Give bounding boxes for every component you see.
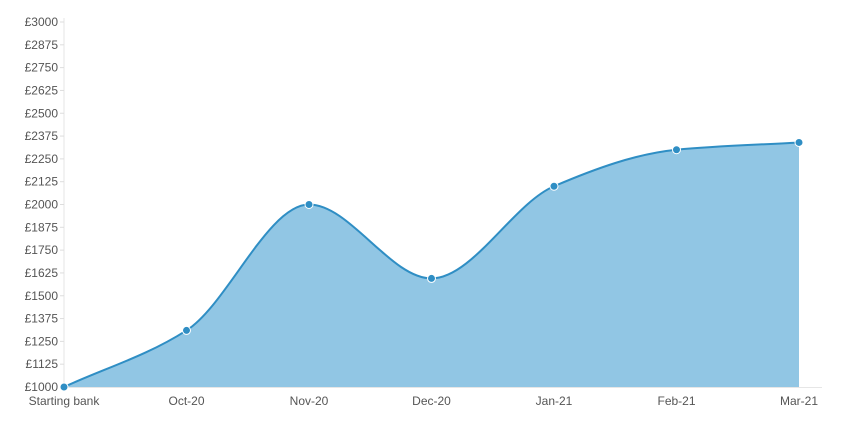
x-tick-label: Feb-21: [657, 394, 695, 408]
points-layer: [59, 137, 804, 392]
series-layer: [63, 141, 800, 388]
y-tick-label: £1500: [25, 289, 59, 303]
y-tick-label: £2750: [25, 61, 59, 75]
y-tick-label: £2250: [25, 152, 59, 166]
y-tick-label: £1125: [26, 357, 59, 371]
data-point[interactable]: [59, 382, 69, 392]
series-area: [64, 142, 799, 387]
data-point[interactable]: [549, 181, 559, 191]
y-tick-label: £3000: [25, 15, 59, 29]
y-tick-label: £2875: [25, 38, 59, 52]
x-axis: Starting bank Oct-20 Nov-20 Dec-20 Jan-21 Feb…: [29, 387, 822, 408]
data-point[interactable]: [427, 273, 436, 283]
y-tick-label: £2000: [25, 198, 59, 212]
y-tick-label: £1875: [25, 220, 59, 234]
x-tick-label: Dec-20: [412, 394, 451, 408]
y-tick-label: £2625: [25, 83, 59, 97]
x-tick-label: Jan-21: [536, 394, 573, 408]
y-tick-label: £1375: [25, 312, 59, 326]
data-point[interactable]: [672, 145, 681, 155]
x-tick-label: Oct-20: [168, 394, 204, 408]
y-axis: £3000 £2875 £2750 £2625 £2500 £2375 £2250 £2125…: [25, 15, 65, 394]
data-point[interactable]: [304, 200, 314, 209]
data-point[interactable]: [182, 325, 191, 335]
y-tick-label: £2125: [25, 175, 59, 189]
y-tick-label: £1625: [25, 266, 59, 280]
x-tick-label: Starting bank: [29, 394, 101, 408]
y-tick-label: £1000: [25, 380, 59, 394]
x-tick-label: Nov-20: [290, 394, 329, 408]
y-tick-label: £2375: [25, 129, 59, 143]
x-tick-label: Mar-21: [780, 394, 818, 408]
y-tick-label: £1750: [25, 243, 59, 257]
y-tick-label: £1250: [25, 334, 59, 348]
y-tick-label: £2500: [25, 106, 59, 120]
data-point[interactable]: [794, 137, 804, 147]
